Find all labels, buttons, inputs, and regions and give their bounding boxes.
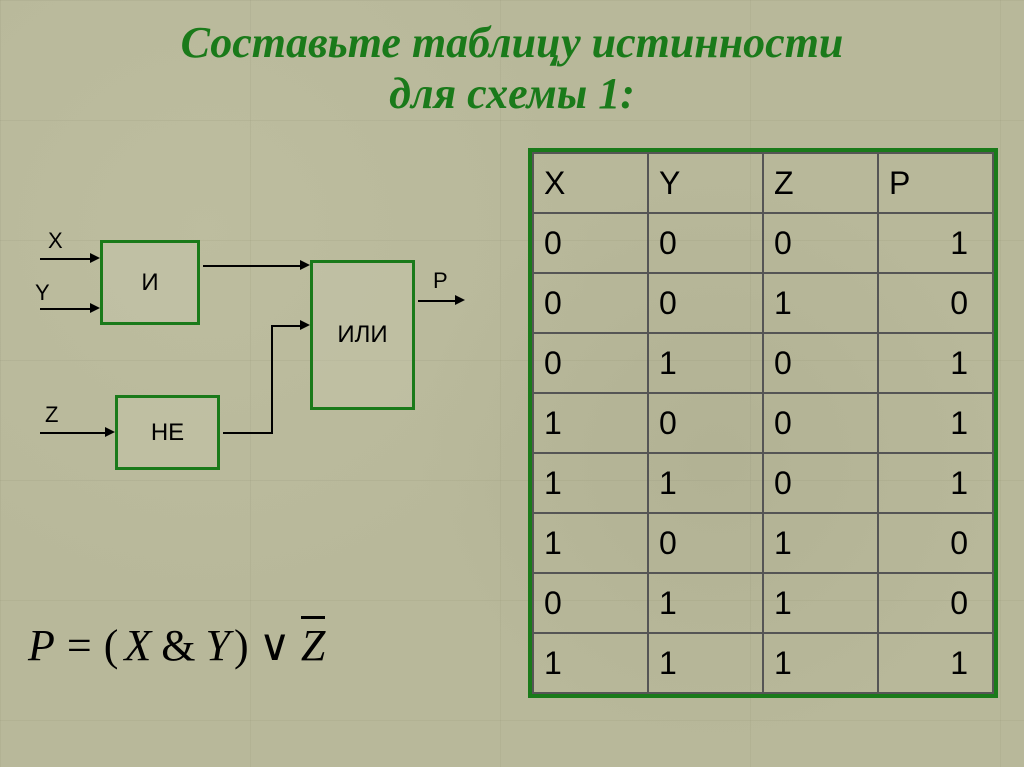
- table-row: 1001: [533, 393, 993, 453]
- wire-and-or: [203, 265, 305, 267]
- table-cell: 1: [763, 633, 878, 693]
- table-cell: 0: [533, 273, 648, 333]
- table-cell: 1: [533, 513, 648, 573]
- input-z-label: Z: [45, 402, 58, 428]
- logic-diagram: И НЕ ИЛИ X Y Z P: [20, 210, 480, 530]
- table-row: 1010: [533, 513, 993, 573]
- table-cell: 0: [648, 393, 763, 453]
- table-cell: 1: [878, 333, 993, 393]
- formula-open: (: [104, 620, 119, 671]
- table-header: Y: [648, 153, 763, 213]
- not-gate: НЕ: [115, 395, 220, 470]
- table-cell: 1: [878, 633, 993, 693]
- table-row: 0101: [533, 333, 993, 393]
- wire-x: [40, 258, 95, 260]
- and-gate: И: [100, 240, 200, 325]
- table-cell: 1: [763, 513, 878, 573]
- table-cell: 1: [533, 453, 648, 513]
- not-gate-label: НЕ: [151, 419, 184, 447]
- and-gate-label: И: [141, 269, 158, 297]
- arrow-and-or: [300, 260, 310, 270]
- table-cell: 0: [763, 453, 878, 513]
- table-cell: 0: [878, 273, 993, 333]
- table-cell: 1: [533, 633, 648, 693]
- formula: P = ( X & Y ) ∨ Z: [28, 620, 325, 671]
- formula-amp: &: [161, 620, 195, 671]
- table-cell: 1: [763, 273, 878, 333]
- arrow-x: [90, 253, 100, 263]
- arrow-p: [455, 295, 465, 305]
- formula-y: Y: [206, 620, 230, 671]
- table-cell: 1: [878, 393, 993, 453]
- formula-zbar: Z: [301, 620, 325, 671]
- table-cell: 0: [533, 333, 648, 393]
- wire-z: [40, 432, 110, 434]
- arrow-z: [105, 427, 115, 437]
- table-cell: 1: [878, 213, 993, 273]
- title-line1: Составьте таблицу истинности: [0, 18, 1024, 69]
- table-cell: 0: [763, 393, 878, 453]
- table-cell: 1: [763, 573, 878, 633]
- table-cell: 1: [648, 453, 763, 513]
- table-cell: 0: [763, 213, 878, 273]
- table-cell: 1: [648, 333, 763, 393]
- table-row: 0010: [533, 273, 993, 333]
- page-title: Составьте таблицу истинности для схемы 1…: [0, 0, 1024, 119]
- wire-p: [418, 300, 460, 302]
- table-cell: 1: [648, 633, 763, 693]
- wire-not-h1: [223, 432, 273, 434]
- output-p-label: P: [433, 268, 448, 294]
- arrow-y: [90, 303, 100, 313]
- formula-p: P: [28, 620, 55, 671]
- table-cell: 0: [878, 573, 993, 633]
- table-header: Z: [763, 153, 878, 213]
- formula-close: ): [234, 620, 249, 671]
- table-cell: 1: [648, 573, 763, 633]
- table-header: P: [878, 153, 993, 213]
- formula-x: X: [124, 620, 151, 671]
- table-row: 0110: [533, 573, 993, 633]
- table-cell: 0: [533, 213, 648, 273]
- table-cell: 1: [533, 393, 648, 453]
- table-cell: 1: [878, 453, 993, 513]
- table-cell: 0: [878, 513, 993, 573]
- title-line2: для схемы 1:: [0, 69, 1024, 120]
- table-header: X: [533, 153, 648, 213]
- table-cell: 0: [533, 573, 648, 633]
- table-row: 1101: [533, 453, 993, 513]
- table-cell: 0: [648, 213, 763, 273]
- input-x-label: X: [48, 228, 63, 254]
- table-cell: 0: [648, 273, 763, 333]
- formula-eq: =: [67, 620, 92, 671]
- arrow-not-or: [300, 320, 310, 330]
- wire-y: [40, 308, 95, 310]
- wire-not-v: [271, 325, 273, 434]
- or-gate: ИЛИ: [310, 260, 415, 410]
- table-row: 1111: [533, 633, 993, 693]
- or-gate-label: ИЛИ: [337, 321, 387, 349]
- truth-table: XYZP 00010010010110011101101001101111: [528, 148, 998, 698]
- formula-or: ∨: [259, 620, 291, 671]
- table-row: 0001: [533, 213, 993, 273]
- table-cell: 0: [763, 333, 878, 393]
- input-y-label: Y: [35, 280, 50, 306]
- table-cell: 0: [648, 513, 763, 573]
